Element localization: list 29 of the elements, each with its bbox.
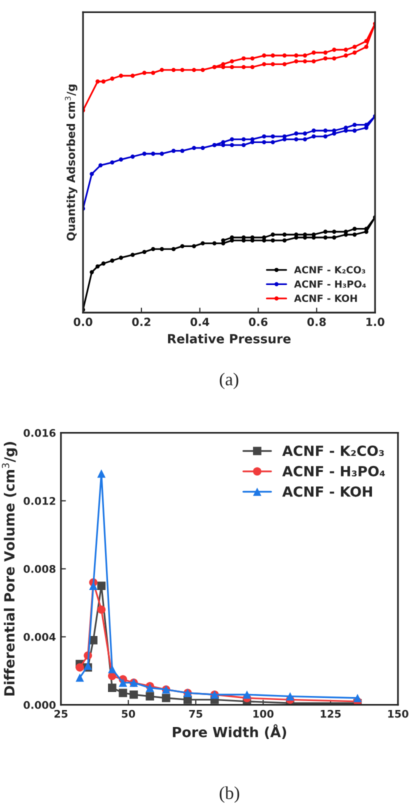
x-tick-label: 150	[388, 710, 408, 718]
legend-label: ACNF - K₂CO₃	[282, 446, 384, 456]
text: (a)	[220, 372, 238, 390]
x-tick-label: 50	[122, 710, 136, 718]
legend-label: ACNF - KOH	[294, 294, 357, 302]
x-tick-label: 0.0	[74, 318, 92, 326]
x-tick-label: 125	[320, 710, 341, 718]
x-axis-title: Relative Pressure	[168, 334, 291, 344]
x-tick-label: 0.6	[248, 318, 268, 326]
x-tick-label: 100	[253, 710, 274, 718]
y-axis-title: Differential Pore Volume (cm$^{3}$/g)	[2, 442, 18, 696]
y-tick-label: 0.004	[24, 633, 56, 641]
x-tick-label: 0.4	[190, 318, 210, 326]
y-axis-title: Quantity Adsorbed cm$^{3}$/g	[64, 84, 78, 241]
x-tick-label: 0.2	[132, 318, 150, 326]
y-tick-label: 0.008	[24, 565, 56, 573]
x-tick-label: 0.8	[307, 318, 326, 326]
y-tick-label: 0.000	[24, 701, 56, 709]
x-tick-label: 25	[54, 710, 68, 718]
legend-label: ACNF - K₂CO₃	[294, 266, 366, 274]
text: (b)	[220, 786, 240, 803]
legend-label: ACNF - H₃PO₄	[282, 466, 385, 476]
x-tick-label: 1.0	[366, 318, 384, 326]
x-axis-title: Pore Width (Å)	[172, 724, 286, 739]
legend-label: ACNF - KOH	[282, 486, 372, 497]
y-tick-label: 0.016	[24, 429, 56, 437]
x-tick-label: 75	[189, 710, 202, 718]
y-tick-label: 0.012	[24, 497, 56, 505]
legend-label: ACNF - H₃PO₄	[294, 280, 366, 288]
